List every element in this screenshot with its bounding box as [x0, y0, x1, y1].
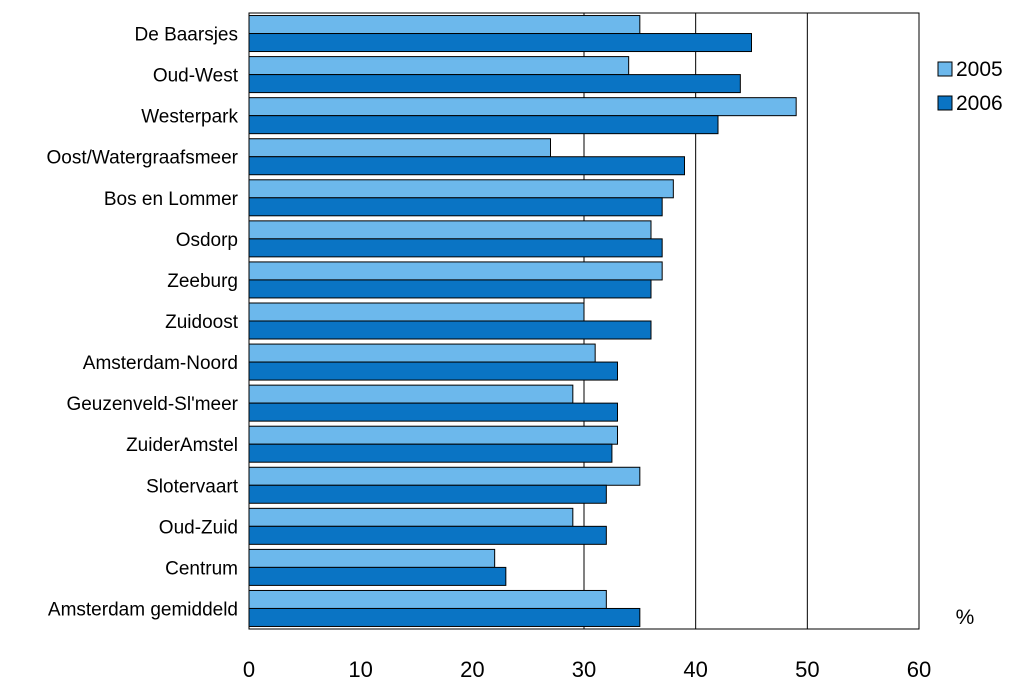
bar-2005-12 [248, 507, 574, 527]
bar-2006-2 [248, 115, 719, 135]
category-label: Oud-Zuid [159, 517, 238, 538]
bar-2005-10 [248, 425, 618, 445]
category-label: Zeeburg [167, 271, 238, 292]
x-tick-label: 50 [795, 657, 819, 679]
category-label: Slotervaart [146, 476, 239, 497]
bar-2005-14 [248, 589, 607, 609]
category-label: Geuzenveld-Sl'meer [66, 394, 238, 415]
bar-2005-4 [248, 179, 674, 199]
bar-2006-12 [248, 525, 607, 545]
category-label: Oud-West [153, 66, 239, 87]
unit-label: % [956, 606, 975, 629]
bar-2005-9 [248, 384, 574, 404]
bar-2005-5 [248, 220, 652, 240]
bar-2006-9 [248, 402, 618, 422]
bar-2006-0 [248, 33, 752, 53]
bar-2006-1 [248, 74, 741, 94]
bar-2006-3 [248, 156, 685, 176]
x-tick-labels: 0 10 20 30 40 50 60 [243, 657, 931, 679]
legend: 2005 2006 [937, 58, 1003, 115]
category-labels: De Baarsjes Oud-West Westerpark Oost/Waterg… [47, 25, 239, 621]
category-label: Oost/Watergraafsmeer [47, 148, 239, 169]
bar-2006-11 [248, 484, 607, 504]
bar-2006-13 [248, 566, 507, 586]
bars [248, 15, 797, 627]
legend-label-2006: 2006 [956, 92, 1003, 115]
category-label: ZuiderAmstel [126, 435, 238, 456]
bar-2006-10 [248, 443, 613, 463]
x-tick-label: 40 [683, 657, 707, 679]
bar-2006-8 [248, 361, 618, 381]
bar-2005-8 [248, 343, 596, 363]
bar-2005-11 [248, 466, 641, 486]
bar-2006-7 [248, 320, 652, 340]
bar-2006-4 [248, 197, 663, 217]
bar-2006-14 [248, 607, 641, 627]
bar-2005-0 [248, 15, 641, 35]
category-label: Amsterdam-Noord [83, 353, 238, 374]
bar-2005-13 [248, 548, 496, 568]
bar-2005-3 [248, 138, 551, 158]
bar-2006-5 [248, 238, 663, 258]
category-label: Zuidoost [165, 312, 239, 333]
x-tick-label: 30 [572, 657, 596, 679]
x-tick-label: 20 [460, 657, 484, 679]
x-tick-label: 10 [348, 657, 372, 679]
bar-2006-6 [248, 279, 652, 299]
bar-2005-6 [248, 261, 663, 281]
category-label: De Baarsjes [135, 25, 239, 46]
bar-2005-2 [248, 97, 797, 117]
category-label: Amsterdam gemiddeld [48, 599, 238, 620]
legend-label-2005: 2005 [956, 58, 1003, 81]
x-tick-label: 0 [243, 657, 255, 679]
plot-frame [248, 12, 920, 630]
legend-swatch-2005 [937, 61, 953, 77]
category-label: Westerpark [141, 107, 238, 128]
x-tick-label: 60 [907, 657, 931, 679]
category-label: Bos en Lommer [104, 189, 239, 210]
bar-2005-1 [248, 56, 630, 76]
bar-2005-7 [248, 302, 585, 322]
category-label: Centrum [165, 558, 238, 579]
category-label: Osdorp [176, 230, 238, 251]
legend-swatch-2006 [937, 95, 953, 111]
